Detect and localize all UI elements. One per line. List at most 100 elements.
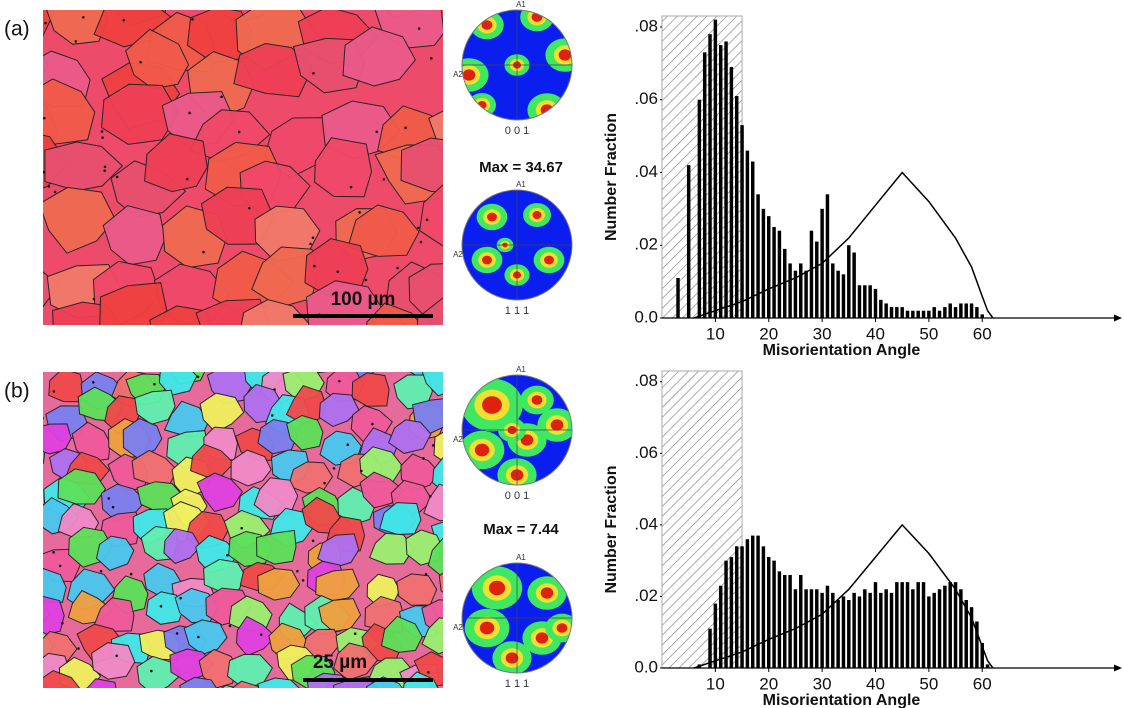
pole-figure	[462, 10, 572, 120]
pore	[270, 414, 274, 417]
grain	[240, 299, 312, 325]
bar	[750, 161, 755, 318]
grain	[305, 280, 386, 325]
intensity-red	[544, 255, 554, 265]
grain	[256, 529, 297, 565]
grain	[158, 372, 198, 397]
bar	[809, 230, 814, 318]
grain	[462, 673, 499, 707]
pore	[431, 444, 435, 447]
y-tick-label: .06	[634, 443, 658, 462]
pore	[273, 388, 276, 391]
grain	[163, 528, 202, 564]
bar	[847, 600, 851, 668]
grain	[95, 535, 135, 571]
pore	[139, 60, 142, 64]
y-tick-label: .02	[634, 235, 658, 254]
grain	[231, 680, 260, 688]
bar	[857, 596, 862, 668]
bar	[713, 19, 718, 319]
grain	[421, 372, 443, 397]
grain	[99, 282, 168, 325]
grain	[427, 537, 443, 578]
bar	[852, 592, 856, 668]
bar	[740, 546, 744, 668]
pore	[237, 130, 241, 134]
bar	[815, 241, 819, 318]
bar	[836, 600, 840, 668]
grain	[419, 184, 443, 247]
grain	[423, 693, 465, 708]
pore	[53, 190, 57, 194]
grain	[144, 133, 208, 193]
x-tick-label: 10	[706, 324, 725, 343]
grain	[102, 205, 166, 266]
pore	[191, 18, 194, 21]
pore	[52, 390, 56, 393]
bar	[745, 150, 750, 318]
grain	[366, 327, 408, 362]
bar	[756, 535, 760, 668]
bar	[783, 248, 787, 318]
pore	[43, 170, 46, 174]
pole-figures: A1 A2 0 0 1 A1 A2 1 1 1 A1 A2 0 0 1 A1 A2 1 1 1	[453, 0, 573, 690]
pore	[103, 165, 107, 169]
grain	[286, 414, 324, 451]
pole-figure	[462, 375, 572, 485]
grain	[333, 642, 379, 681]
pore	[91, 380, 95, 384]
grain	[43, 78, 96, 145]
bar	[969, 607, 974, 668]
pore	[259, 633, 263, 636]
grain	[125, 28, 190, 90]
grain	[43, 416, 44, 421]
grain	[43, 431, 46, 464]
bar	[969, 303, 974, 318]
grain	[423, 483, 443, 522]
grain	[48, 372, 84, 403]
grain	[235, 615, 277, 657]
bar	[943, 307, 947, 318]
bar	[783, 574, 787, 668]
grain	[302, 628, 342, 662]
grain	[366, 676, 403, 688]
pore	[58, 564, 62, 568]
pore	[382, 178, 386, 181]
pole-axis-label: A1	[516, 553, 526, 562]
grain	[432, 456, 443, 493]
pore	[404, 126, 407, 130]
bar	[895, 582, 899, 668]
grain	[315, 568, 360, 602]
pore	[419, 240, 423, 244]
pore	[422, 457, 425, 460]
pore	[349, 185, 353, 189]
intensity-red	[474, 443, 490, 457]
pore	[396, 266, 399, 270]
x-axis-arrow	[1114, 664, 1122, 672]
bar	[900, 582, 904, 668]
grain	[145, 331, 186, 369]
grain	[285, 372, 289, 373]
bar	[948, 303, 952, 318]
y-tick-label: .02	[634, 586, 658, 605]
bar	[777, 230, 782, 318]
pore	[220, 95, 223, 99]
bar	[879, 592, 883, 668]
bar	[985, 664, 990, 668]
pole-axis-label: A2	[453, 623, 463, 632]
grain	[145, 591, 185, 625]
x-tick-label: 40	[866, 324, 885, 343]
bar	[911, 310, 915, 318]
grain	[285, 385, 327, 425]
bar	[863, 589, 867, 668]
grain	[144, 691, 184, 708]
reference-curve	[693, 171, 994, 319]
bar	[937, 589, 942, 668]
scale-bar-label: 100 µm	[331, 289, 396, 310]
grain	[317, 533, 360, 568]
grain	[43, 186, 116, 254]
grain	[91, 642, 136, 680]
bar	[836, 270, 840, 318]
pole-axis-label: A1	[516, 180, 526, 189]
